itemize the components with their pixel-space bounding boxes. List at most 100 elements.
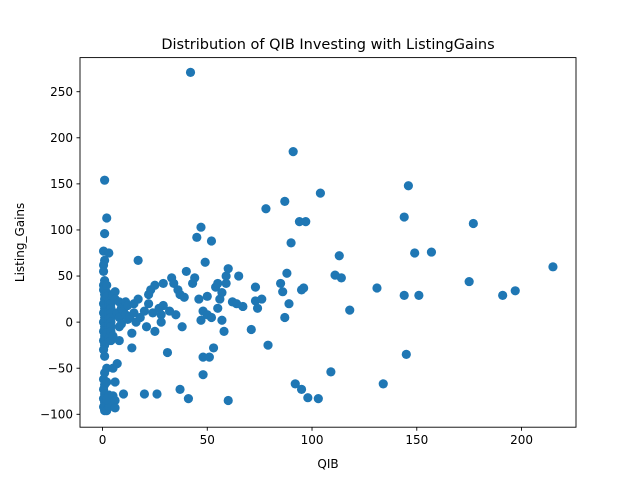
data-point (290, 379, 300, 389)
data-point (303, 393, 313, 403)
data-points (98, 67, 558, 416)
y-tick-label: 50 (58, 269, 73, 283)
data-point (194, 294, 204, 304)
data-point (246, 324, 256, 335)
data-point (217, 315, 227, 325)
data-point (158, 278, 168, 289)
x-tick-label: 50 (200, 433, 215, 447)
data-point (144, 299, 154, 309)
data-point (282, 268, 292, 278)
data-point (278, 287, 288, 297)
x-axis-label: QIB (317, 457, 338, 471)
y-axis-label: Listing_Gains (13, 203, 27, 282)
data-point (315, 188, 326, 198)
data-point (238, 301, 248, 312)
data-point (286, 238, 296, 248)
data-point (252, 303, 263, 313)
y-tick-label: 250 (50, 85, 73, 99)
x-tick-label: 150 (405, 433, 428, 447)
data-point (213, 278, 223, 289)
data-point (510, 286, 520, 296)
data-point (206, 312, 217, 323)
data-point (102, 377, 112, 387)
data-point (148, 308, 158, 318)
data-point (116, 319, 126, 329)
data-point (156, 310, 166, 320)
data-point (294, 217, 305, 227)
data-point (414, 290, 424, 300)
data-point (336, 273, 346, 283)
data-point (399, 290, 409, 300)
data-point (185, 67, 196, 77)
data-point (301, 217, 311, 227)
y-tick-label: 0 (65, 315, 73, 329)
y-tick-label: −50 (48, 361, 73, 375)
data-point (219, 326, 229, 336)
data-point (548, 262, 558, 272)
data-point (133, 294, 143, 304)
plot-frame (79, 57, 577, 428)
data-point (102, 213, 112, 223)
y-tick-label: 150 (50, 177, 73, 191)
data-point (150, 326, 160, 336)
data-point (345, 305, 355, 315)
data-point (112, 359, 122, 369)
data-point (284, 299, 294, 309)
data-point (179, 292, 189, 302)
data-point (206, 236, 217, 246)
data-point (213, 303, 223, 313)
data-point (401, 349, 411, 359)
data-point (221, 278, 231, 289)
y-axis: −100 −50 0 50 100 150 200 250 (40, 85, 80, 421)
data-point (196, 315, 206, 325)
data-point (156, 317, 166, 327)
data-point (326, 367, 336, 377)
data-point (299, 283, 309, 293)
data-point (110, 395, 120, 406)
data-point (141, 322, 152, 332)
data-point (198, 370, 208, 380)
data-point (208, 343, 219, 353)
data-point (177, 322, 187, 332)
data-point (110, 377, 120, 387)
data-point (378, 379, 388, 389)
data-point (223, 264, 233, 274)
data-point (403, 181, 413, 191)
y-tick-label: 200 (50, 131, 73, 145)
data-point (102, 280, 112, 290)
data-point (221, 271, 231, 281)
data-point (426, 247, 437, 257)
data-point (110, 403, 120, 413)
data-point (98, 266, 109, 277)
data-point (288, 147, 298, 157)
data-point (296, 384, 307, 395)
data-point (263, 340, 273, 350)
data-point (118, 389, 129, 399)
data-point (98, 260, 109, 270)
data-point (217, 288, 227, 298)
data-point (334, 251, 344, 261)
x-axis: 0 50 100 150 200 (99, 427, 533, 447)
y-tick-label: −100 (40, 407, 73, 421)
data-point (110, 287, 120, 297)
x-tick-label: 200 (510, 433, 533, 447)
data-point (150, 280, 160, 290)
data-point (192, 232, 202, 242)
data-point (280, 312, 290, 323)
data-point (410, 248, 420, 258)
data-point (464, 276, 474, 287)
data-point (139, 306, 150, 316)
data-point (372, 283, 382, 293)
data-point (129, 308, 139, 318)
data-point (250, 282, 261, 292)
data-point (127, 343, 137, 353)
data-point (204, 352, 214, 362)
data-point (100, 229, 110, 239)
data-point (152, 389, 162, 399)
data-point (257, 294, 267, 304)
data-point (399, 212, 409, 222)
data-point (190, 273, 200, 283)
x-tick-label: 0 (99, 433, 107, 447)
data-point (114, 335, 124, 346)
